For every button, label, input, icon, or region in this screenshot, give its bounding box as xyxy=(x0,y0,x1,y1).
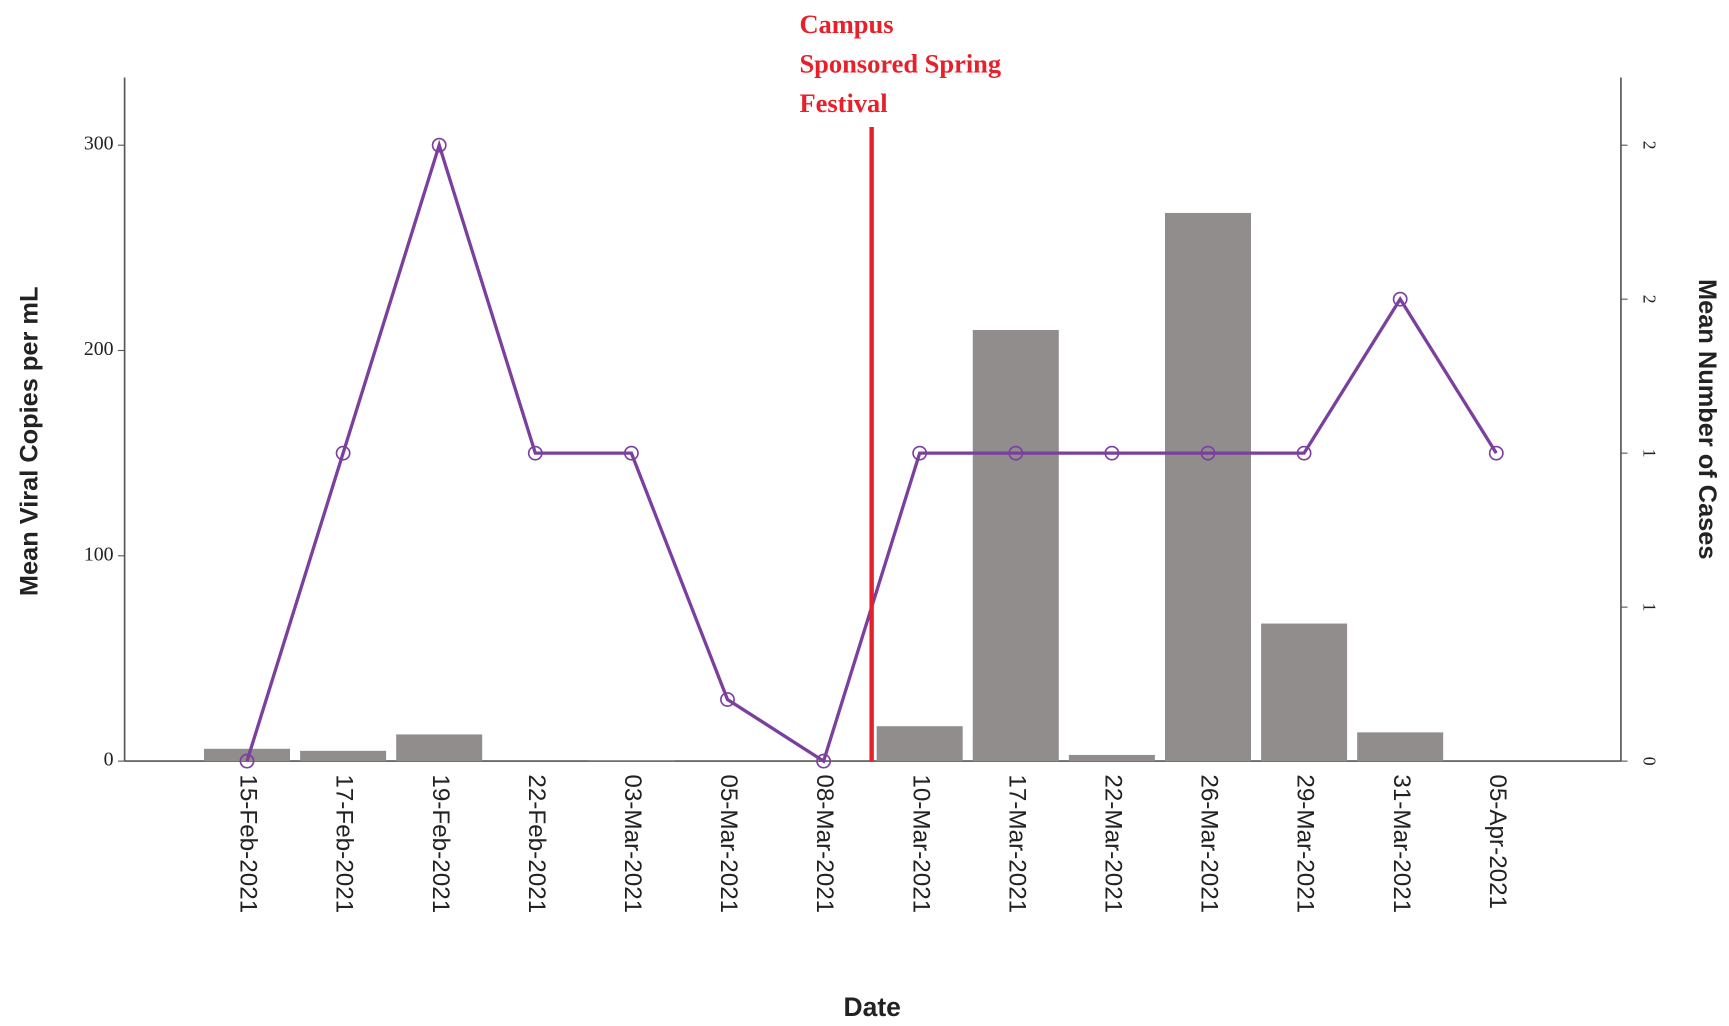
line-marker xyxy=(335,445,351,461)
y2-tick-label: 2 xyxy=(1639,295,1659,304)
annotation-text: Sponsored Spring xyxy=(799,48,1001,78)
y-tick-label: 100 xyxy=(84,543,114,565)
bar xyxy=(588,760,675,762)
x-tick-label: 26-Mar-2021 xyxy=(1196,774,1223,913)
line-marker xyxy=(1392,291,1408,307)
x-axis-title: Date xyxy=(844,992,901,1022)
x-tick-label: 15-Feb-2021 xyxy=(235,774,262,913)
line-marker xyxy=(816,753,832,769)
bar xyxy=(876,726,963,762)
x-tick-label: 03-Mar-2021 xyxy=(619,774,646,913)
annotation-text: Festival xyxy=(799,88,887,118)
x-tick-label: 29-Mar-2021 xyxy=(1292,774,1319,913)
x-tick-label: 05-Mar-2021 xyxy=(715,774,742,913)
line-marker xyxy=(527,445,543,461)
line-marker xyxy=(1296,445,1312,461)
y-tick-label: 300 xyxy=(84,133,114,155)
x-tick-label: 22-Feb-2021 xyxy=(523,774,550,913)
x-tick-label: 05-Apr-2021 xyxy=(1484,774,1511,909)
y2-tick-label: 1 xyxy=(1639,603,1659,612)
y-axis-title: Mean Viral Copies per mL xyxy=(16,287,44,597)
bar xyxy=(1357,732,1444,762)
line-marker xyxy=(1104,445,1120,461)
x-tick-label: 08-Mar-2021 xyxy=(811,774,838,913)
annotation-text: Campus xyxy=(799,9,893,39)
y-tick-label: 200 xyxy=(84,338,114,360)
y2-axis-title: Mean Number of Cases xyxy=(1693,279,1721,559)
x-tick-label: 17-Mar-2021 xyxy=(1003,774,1030,913)
line-marker xyxy=(1488,445,1504,461)
bar xyxy=(1068,754,1155,762)
bar xyxy=(396,734,483,762)
y2-tick-label: 1 xyxy=(1639,449,1659,458)
bar xyxy=(1164,212,1251,762)
line-marker xyxy=(239,753,255,769)
line-marker xyxy=(912,445,928,461)
x-tick-label: 19-Feb-2021 xyxy=(427,774,454,913)
x-tick-label: 31-Mar-2021 xyxy=(1388,774,1415,913)
x-tick-label: 17-Feb-2021 xyxy=(331,774,358,913)
line-marker xyxy=(431,137,447,153)
line-marker xyxy=(623,445,639,461)
x-tick-label: 10-Mar-2021 xyxy=(907,774,934,913)
line-marker xyxy=(1008,445,1024,461)
bar xyxy=(972,329,1059,762)
line-marker xyxy=(1200,445,1216,461)
bar xyxy=(300,750,387,762)
line-marker xyxy=(720,692,735,707)
y2-tick-label: 2 xyxy=(1639,141,1659,150)
y2-tick-label: 0 xyxy=(1639,757,1659,766)
bar xyxy=(1261,623,1348,762)
x-tick-label: 22-Mar-2021 xyxy=(1099,774,1126,913)
y-tick-label: 0 xyxy=(104,749,114,771)
